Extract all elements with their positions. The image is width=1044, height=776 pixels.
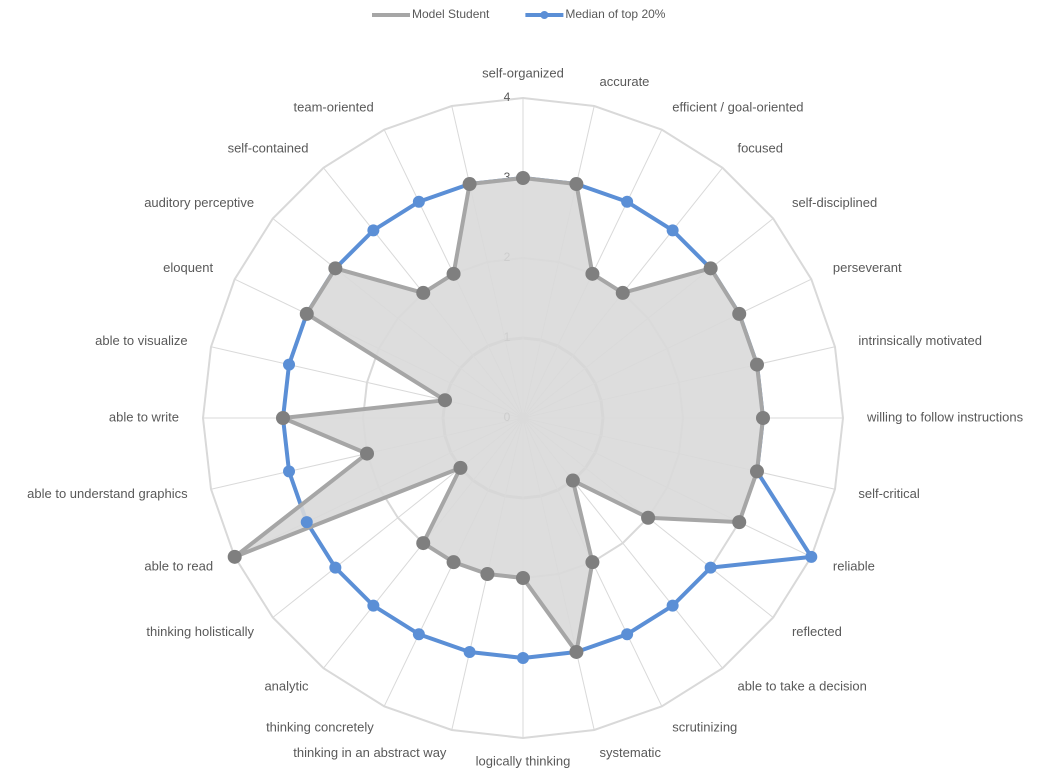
marker [641,510,656,525]
category-label: auditory perceptive [144,195,254,210]
marker [805,550,818,563]
category-label: thinking concretely [266,719,374,734]
marker [666,599,679,612]
category-label: self-contained [228,140,309,155]
category-label: thinking holistically [146,624,254,639]
marker [480,566,495,581]
marker [615,285,630,300]
category-label: efficient / goal-oriented [672,100,803,115]
marker [300,516,313,529]
marker [416,536,431,551]
marker [412,195,425,208]
category-label: logically thinking [476,753,571,768]
category-label: analytic [264,678,309,693]
marker [299,306,314,321]
category-label: systematic [600,745,662,760]
legend-label: Median of top 20% [565,7,665,21]
category-label: self-critical [858,486,920,501]
marker [621,195,634,208]
marker [367,599,380,612]
category-label: reflected [792,624,842,639]
category-label: self-disciplined [792,195,877,210]
marker [749,357,764,372]
r-tick-label: 3 [504,170,511,184]
category-label: able to write [109,409,179,424]
category-label: accurate [600,74,650,89]
category-label: intrinsically motivated [858,333,982,348]
marker [756,411,770,425]
category-label: thinking in an abstract way [293,745,447,760]
category-label: able to read [144,559,213,574]
marker [585,555,600,570]
category-label: perseverant [833,260,902,275]
marker [412,628,425,641]
marker [438,393,453,408]
marker [516,571,530,585]
category-label: able to understand graphics [27,486,188,501]
marker [276,411,290,425]
marker [621,628,634,641]
marker [732,515,747,530]
marker [446,555,461,570]
marker [367,224,380,237]
category-label: eloquent [163,260,213,275]
marker [749,464,764,479]
marker [227,549,242,564]
marker [517,652,529,664]
marker [569,177,584,192]
category-label: willing to follow instructions [866,409,1024,424]
category-label: self-organized [482,65,564,80]
marker [585,266,600,281]
marker [732,306,747,321]
marker [463,645,476,658]
marker [703,261,718,276]
marker [360,446,375,461]
marker [328,261,343,276]
marker [462,177,477,192]
category-label: reliable [833,559,875,574]
marker [565,473,580,488]
legend-label: Model Student [412,7,490,21]
marker [704,561,717,574]
marker [453,460,468,475]
marker [329,561,342,574]
marker [666,224,679,237]
category-label: scrutinizing [672,719,737,734]
legend-marker [540,11,549,19]
r-tick-label: 4 [504,90,511,104]
marker [283,358,296,371]
marker [283,465,296,478]
category-label: able to take a decision [737,678,866,693]
category-label: focused [737,140,783,155]
marker [569,644,584,659]
category-label: able to visualize [95,333,188,348]
marker [416,285,431,300]
series-area [232,176,765,654]
marker [446,266,461,281]
category-label: team-oriented [294,100,374,115]
marker [516,171,530,185]
